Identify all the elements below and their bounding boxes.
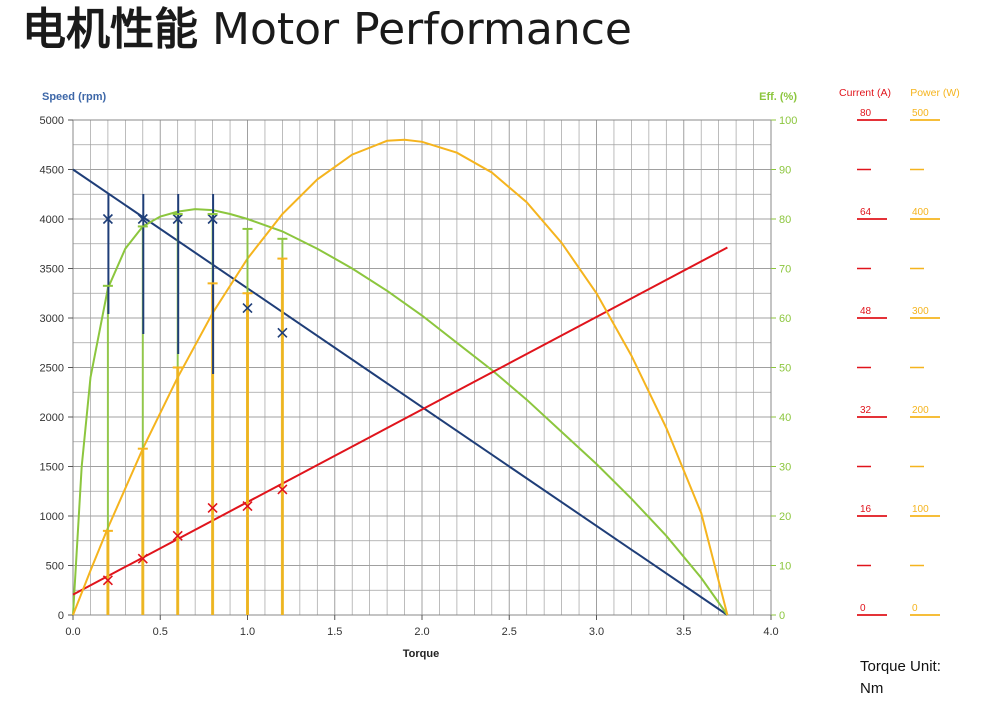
efficiency-tick-label: 80 — [779, 214, 791, 226]
x-tick-label: 2.5 — [502, 626, 517, 638]
efficiency-axis-label: Eff. (%) — [759, 91, 797, 103]
efficiency-tick-label: 50 — [779, 363, 791, 375]
current-scale-label: 48 — [860, 306, 872, 317]
power-scale-label: 400 — [912, 207, 929, 218]
power-scale-label: 100 — [912, 504, 929, 515]
right-scales: 0 16 32 48 64 80 0 100 200 300 400 500 — [857, 108, 940, 616]
speed-marker — [172, 213, 183, 225]
speed-tick-label: 2500 — [40, 363, 64, 375]
efficiency-tick-label: 90 — [779, 165, 791, 177]
chart-axes: 0500100015002000250030003500400045005000… — [40, 115, 798, 638]
title-english: Motor Performance — [212, 4, 632, 55]
speed-marker — [242, 303, 253, 314]
current-axis-label: Current (A) — [839, 87, 891, 99]
current-marker — [102, 575, 113, 586]
torque-unit-label: Torque Unit: — [860, 658, 941, 675]
current-marker — [137, 553, 148, 564]
torque-unit-note: Torque Unit: Nm — [860, 656, 941, 700]
current-scale-label: 64 — [860, 207, 872, 218]
power-curve — [72, 138, 729, 616]
power-scale-label: 300 — [912, 306, 929, 317]
speed-marker — [137, 213, 148, 225]
speed-tick-label: 3000 — [40, 313, 64, 325]
measurement-markers — [102, 194, 288, 615]
speed-tick-label: 3500 — [40, 264, 64, 276]
speed-tick-label: 500 — [46, 561, 64, 573]
torque-unit-value: Nm — [860, 680, 884, 697]
efficiency-tick-label: 10 — [779, 561, 791, 573]
power-scale-label: 200 — [912, 405, 929, 416]
current-marker — [207, 502, 218, 514]
title-chinese: 电机性能 — [22, 4, 198, 55]
efficiency-tick-label: 40 — [779, 412, 791, 424]
x-tick-label: 3.5 — [676, 626, 691, 638]
efficiency-tick-label: 70 — [779, 264, 791, 276]
current-curve — [72, 246, 728, 596]
efficiency-tick-label: 30 — [779, 462, 791, 474]
efficiency-tick-label: 100 — [779, 115, 797, 127]
current-scale-label: 16 — [860, 504, 872, 515]
x-axis-label: Torque — [403, 648, 439, 660]
power-axis-label: Power (W) — [910, 87, 960, 99]
current-marker — [172, 530, 183, 541]
x-tick-label: 2.0 — [414, 626, 429, 638]
efficiency-tick-label: 60 — [779, 313, 791, 325]
page-title: 电机性能 Motor Performance — [22, 4, 632, 55]
current-marker — [277, 484, 288, 495]
power-scale-label: 0 — [912, 603, 918, 614]
speed-marker — [102, 213, 113, 225]
speed-tick-label: 5000 — [40, 115, 64, 127]
current-scale-label: 80 — [860, 108, 872, 119]
speed-tick-label: 2000 — [40, 412, 64, 424]
speed-tick-label: 4500 — [40, 165, 64, 177]
current-scale-label: 0 — [860, 603, 866, 614]
speed-marker — [207, 213, 218, 225]
speed-tick-label: 1000 — [40, 511, 64, 523]
efficiency-tick-label: 20 — [779, 511, 791, 523]
efficiency-curve — [72, 208, 729, 616]
x-tick-label: 3.0 — [589, 626, 604, 638]
x-tick-label: 1.0 — [240, 626, 255, 638]
current-marker — [242, 501, 253, 512]
x-tick-label: 0.5 — [153, 626, 168, 638]
efficiency-tick-label: 0 — [779, 610, 785, 622]
current-scale-label: 32 — [860, 405, 872, 416]
speed-tick-label: 0 — [58, 610, 64, 622]
speed-axis-label: Speed (rpm) — [42, 91, 107, 103]
x-tick-label: 0.0 — [65, 626, 80, 638]
power-scale-label: 500 — [912, 108, 929, 119]
speed-tick-label: 4000 — [40, 214, 64, 226]
speed-tick-label: 1500 — [40, 462, 64, 474]
speed-marker — [277, 327, 288, 338]
x-tick-label: 1.5 — [327, 626, 342, 638]
series-lines — [72, 138, 729, 616]
x-tick-label: 4.0 — [763, 626, 778, 638]
speed-curve — [72, 168, 728, 616]
